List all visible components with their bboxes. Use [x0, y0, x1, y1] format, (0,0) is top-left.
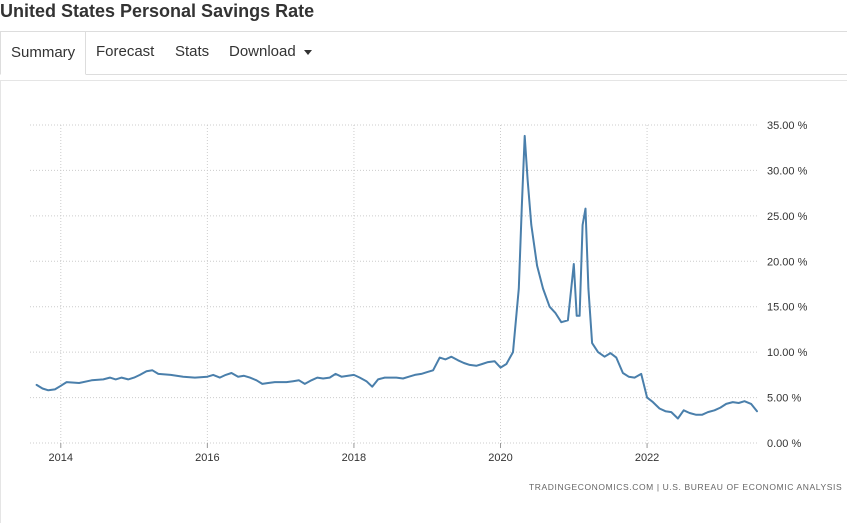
tab-stats-label: Stats [175, 43, 210, 60]
tab-summary-label: Summary [11, 44, 76, 61]
y-tick-label: 30.00 % [767, 165, 808, 177]
tab-summary[interactable]: Summary [0, 31, 87, 75]
tab-stats[interactable]: Stats [175, 31, 209, 75]
tab-download-label: Download [229, 43, 296, 60]
series-line [35, 134, 758, 420]
chart-panel [0, 80, 847, 523]
tab-download[interactable]: Download [229, 31, 312, 75]
source-note: TRADINGECONOMICS.COM | U.S. BUREAU OF EC… [529, 482, 843, 492]
tab-forecast[interactable]: Forecast [96, 31, 154, 75]
y-tick-label: 5.00 % [767, 393, 801, 405]
y-tick-label: 35.00 % [767, 120, 808, 132]
tab-forecast-label: Forecast [96, 43, 155, 60]
x-tick-label: 2018 [342, 452, 366, 464]
page-title: United States Personal Savings Rate [0, 1, 315, 21]
y-tick-label: 0.00 % [767, 438, 801, 450]
tab-bar: Summary Forecast Stats Download [0, 31, 847, 75]
x-tick-label: 2016 [195, 452, 219, 464]
y-tick-label: 25.00 % [767, 211, 808, 223]
y-tick-label: 15.00 % [767, 302, 808, 314]
caret-down-icon [303, 49, 312, 55]
x-tick-label: 2020 [488, 452, 512, 464]
y-tick-label: 10.00 % [767, 347, 808, 359]
x-tick-label: 2022 [635, 452, 659, 464]
x-tick-label: 2014 [49, 452, 73, 464]
y-tick-label: 20.00 % [767, 256, 808, 268]
